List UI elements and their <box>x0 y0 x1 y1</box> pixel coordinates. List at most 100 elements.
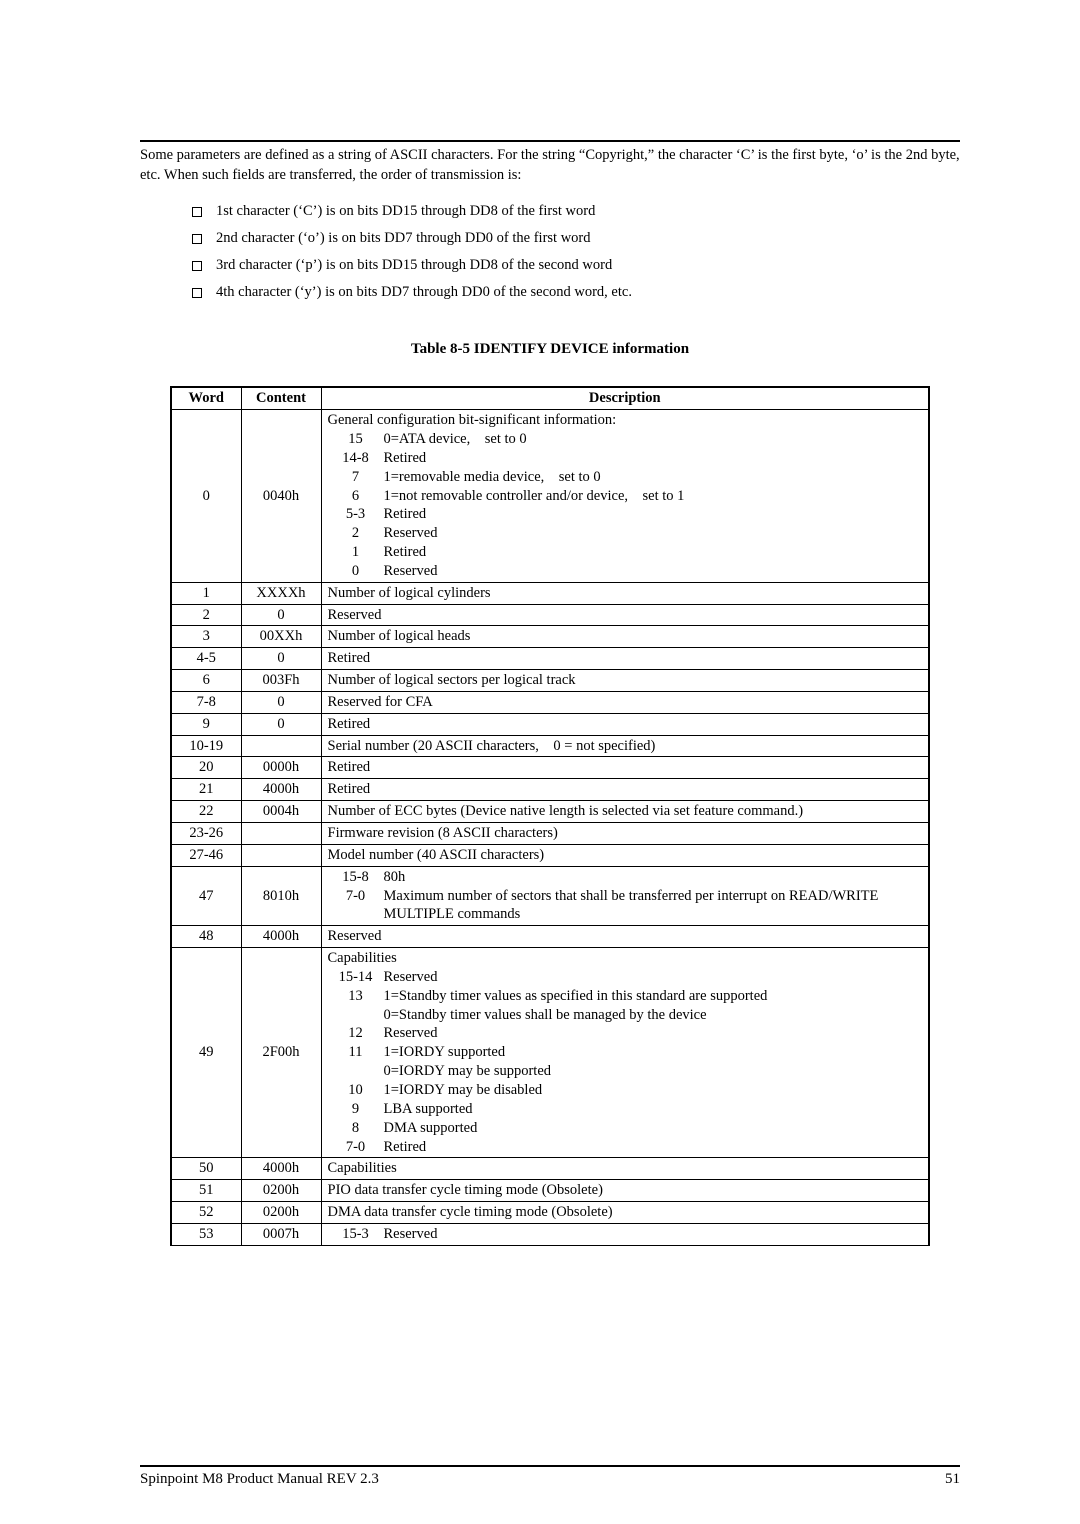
cell-word: 7-8 <box>171 691 241 713</box>
bit-text: Reserved <box>384 968 923 987</box>
list-item: 4th character (‘y’) is on bits DD7 throu… <box>192 284 960 301</box>
bit-num: 9 <box>328 1100 384 1119</box>
bit-text: 1=removable media device, set to 0 <box>384 468 923 487</box>
bit-num: 7-0 <box>328 1138 384 1157</box>
cell-word: 23-26 <box>171 823 241 845</box>
cell-description: Model number (40 ASCII characters) <box>321 844 929 866</box>
table-row: 0 0040h General configuration bit-signif… <box>171 410 929 583</box>
cell-description: Retired <box>321 757 929 779</box>
cell-word: 6 <box>171 670 241 692</box>
cell-content: 4000h <box>241 779 321 801</box>
table-row: 504000hCapabilities <box>171 1158 929 1180</box>
character-order-list: 1st character (‘C’) is on bits DD15 thro… <box>192 203 960 301</box>
table-row: 49 2F00h Capabilities 15-14Reserved 131=… <box>171 948 929 1158</box>
table-row: 200000hRetired <box>171 757 929 779</box>
list-text: 2nd character (‘o’) is on bits DD7 throu… <box>216 230 591 247</box>
table-header-row: Word Content Description <box>171 387 929 410</box>
list-text: 3rd character (‘p’) is on bits DD15 thro… <box>216 257 612 274</box>
cell-word: 48 <box>171 926 241 948</box>
table-row: 300XXhNumber of logical heads <box>171 626 929 648</box>
table-row: 90Retired <box>171 713 929 735</box>
cell-word: 21 <box>171 779 241 801</box>
cell-description: Capabilities 15-14Reserved 131=Standby t… <box>321 948 929 1158</box>
cell-content: XXXXh <box>241 582 321 604</box>
bit-num: 7 <box>328 468 384 487</box>
bit-text: 1=Standby timer values as specified in t… <box>384 987 923 1006</box>
desc-title: General configuration bit-significant in… <box>328 411 923 430</box>
cell-description: Number of ECC bytes (Device native lengt… <box>321 801 929 823</box>
cell-description: Firmware revision (8 ASCII characters) <box>321 823 929 845</box>
bit-num: 5-3 <box>328 505 384 524</box>
header-word: Word <box>171 387 241 410</box>
bit-num: 10 <box>328 1081 384 1100</box>
cell-word: 20 <box>171 757 241 779</box>
cell-description: Serial number (20 ASCII characters, 0 = … <box>321 735 929 757</box>
top-rule <box>140 140 960 142</box>
cell-content: 2F00h <box>241 948 321 1158</box>
checkbox-icon <box>192 207 202 217</box>
bit-num: 1 <box>328 543 384 562</box>
table-row: 20Reserved <box>171 604 929 626</box>
desc-title: Capabilities <box>328 949 923 968</box>
cell-description: Number of logical sectors per logical tr… <box>321 670 929 692</box>
cell-content: 0 <box>241 604 321 626</box>
bit-num: 15-14 <box>328 968 384 987</box>
table-row: 53 0007h 15-3Reserved <box>171 1223 929 1245</box>
cell-word: 1 <box>171 582 241 604</box>
bit-text: 1=IORDY may be disabled <box>384 1081 923 1100</box>
cell-content: 0 <box>241 713 321 735</box>
cell-content: 0 <box>241 691 321 713</box>
bit-num: 7-0 <box>328 887 384 925</box>
table-row: 214000hRetired <box>171 779 929 801</box>
bit-num: 12 <box>328 1024 384 1043</box>
cell-word: 53 <box>171 1223 241 1245</box>
intro-paragraph: Some parameters are defined as a string … <box>140 146 960 185</box>
bit-text: Reserved <box>384 1225 923 1244</box>
cell-content: 0200h <box>241 1180 321 1202</box>
cell-content <box>241 735 321 757</box>
cell-word: 49 <box>171 948 241 1158</box>
bit-text: Reserved <box>384 524 923 543</box>
cell-word: 9 <box>171 713 241 735</box>
checkbox-icon <box>192 288 202 298</box>
cell-content: 0007h <box>241 1223 321 1245</box>
cell-description: Retired <box>321 648 929 670</box>
list-item: 3rd character (‘p’) is on bits DD15 thro… <box>192 257 960 274</box>
checkbox-icon <box>192 261 202 271</box>
cell-description: 15-880h 7-0Maximum number of sectors tha… <box>321 866 929 926</box>
table-row: 7-80Reserved for CFA <box>171 691 929 713</box>
bit-num: 0 <box>328 562 384 581</box>
bit-text: 0=ATA device, set to 0 <box>384 430 923 449</box>
cell-content: 0200h <box>241 1202 321 1224</box>
cell-description: Reserved for CFA <box>321 691 929 713</box>
table-row: 10-19 Serial number (20 ASCII characters,… <box>171 735 929 757</box>
cell-word: 10-19 <box>171 735 241 757</box>
bit-text: Retired <box>384 1138 923 1157</box>
identify-device-table: Word Content Description 0 0040h General… <box>170 386 930 1246</box>
bit-num: 15-8 <box>328 868 384 887</box>
bit-text: DMA supported <box>384 1119 923 1138</box>
bit-text: Retired <box>384 505 923 524</box>
cell-content: 0040h <box>241 410 321 583</box>
cell-content: 4000h <box>241 1158 321 1180</box>
cell-description: Retired <box>321 779 929 801</box>
cell-word: 52 <box>171 1202 241 1224</box>
bit-num: 11 <box>328 1043 384 1062</box>
table-row: 4-50Retired <box>171 648 929 670</box>
bit-num: 15-3 <box>328 1225 384 1244</box>
cell-word: 4-5 <box>171 648 241 670</box>
cell-content: 003Fh <box>241 670 321 692</box>
list-text: 1st character (‘C’) is on bits DD15 thro… <box>216 203 595 220</box>
bit-num: 14-8 <box>328 449 384 468</box>
cell-content: 0000h <box>241 757 321 779</box>
cell-description: PIO data transfer cycle timing mode (Obs… <box>321 1180 929 1202</box>
cell-content: 00XXh <box>241 626 321 648</box>
cell-content: 0004h <box>241 801 321 823</box>
header-content: Content <box>241 387 321 410</box>
cell-word: 50 <box>171 1158 241 1180</box>
bit-text: LBA supported <box>384 1100 923 1119</box>
bit-num: 8 <box>328 1119 384 1138</box>
table-row: 1XXXXhNumber of logical cylinders <box>171 582 929 604</box>
bit-text: Reserved <box>384 562 923 581</box>
table-row: 220004hNumber of ECC bytes (Device nativ… <box>171 801 929 823</box>
